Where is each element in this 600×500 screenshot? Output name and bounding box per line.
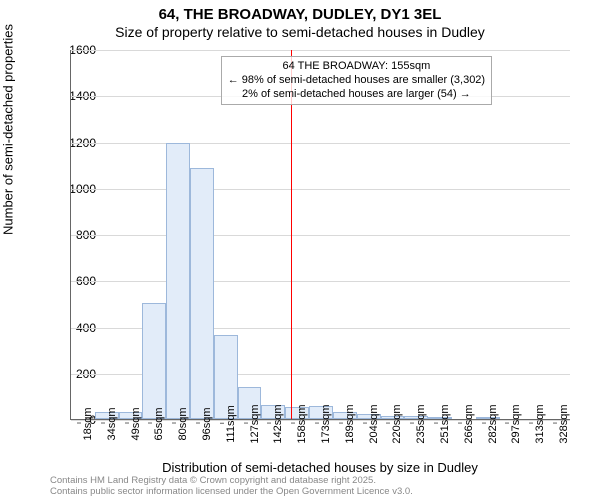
x-tick-label: 328sqm bbox=[558, 404, 570, 443]
footer-line2: Contains public sector information licen… bbox=[50, 487, 413, 498]
annotation-line3: 2% of semi-detached houses are larger (5… bbox=[228, 88, 485, 102]
histogram-bar bbox=[190, 168, 214, 419]
x-tick-label: 34sqm bbox=[106, 407, 118, 440]
x-tick-label: 220sqm bbox=[391, 404, 403, 443]
x-tick-label: 18sqm bbox=[82, 407, 94, 440]
chart-container: 64, THE BROADWAY, DUDLEY, DY1 3EL Size o… bbox=[0, 0, 600, 500]
x-tick-label: 65sqm bbox=[153, 407, 165, 440]
property-marker-line bbox=[291, 50, 292, 419]
y-axis-label: Number of semi-detached properties bbox=[1, 24, 16, 235]
x-tick-label: 111sqm bbox=[225, 405, 237, 443]
x-axis-label: Distribution of semi-detached houses by … bbox=[70, 460, 570, 475]
histogram-bars bbox=[71, 50, 570, 419]
x-tick-label: 251sqm bbox=[439, 404, 451, 443]
x-tick-label: 158sqm bbox=[296, 404, 308, 443]
annotation-line2: ← 98% of semi-detached houses are smalle… bbox=[228, 74, 485, 88]
x-tick-label: 189sqm bbox=[344, 404, 356, 443]
chart-subtitle: Size of property relative to semi-detach… bbox=[0, 24, 600, 40]
x-tick-label: 313sqm bbox=[534, 404, 546, 443]
x-tick-label: 173sqm bbox=[320, 404, 332, 443]
x-tick-label: 235sqm bbox=[415, 404, 427, 443]
x-tick-label: 80sqm bbox=[177, 407, 189, 440]
annotation-box: 64 THE BROADWAY: 155sqm ← 98% of semi-de… bbox=[221, 56, 492, 105]
x-tick-label: 142sqm bbox=[272, 404, 284, 443]
x-tick-label: 266sqm bbox=[463, 404, 475, 443]
annotation-line1: 64 THE BROADWAY: 155sqm bbox=[228, 60, 485, 74]
x-tick-label: 127sqm bbox=[249, 404, 261, 443]
x-tick-label: 204sqm bbox=[368, 404, 380, 443]
x-tick-label: 282sqm bbox=[487, 404, 499, 443]
histogram-bar bbox=[166, 143, 190, 419]
histogram-bar bbox=[142, 303, 166, 419]
chart-title: 64, THE BROADWAY, DUDLEY, DY1 3EL bbox=[0, 6, 600, 23]
x-tick-label: 96sqm bbox=[201, 407, 213, 440]
plot-area: 64 THE BROADWAY: 155sqm ← 98% of semi-de… bbox=[70, 50, 570, 420]
x-tick-label: 297sqm bbox=[510, 404, 522, 443]
footer-credits: Contains HM Land Registry data © Crown c… bbox=[50, 476, 413, 498]
x-tick-label: 49sqm bbox=[130, 407, 142, 440]
